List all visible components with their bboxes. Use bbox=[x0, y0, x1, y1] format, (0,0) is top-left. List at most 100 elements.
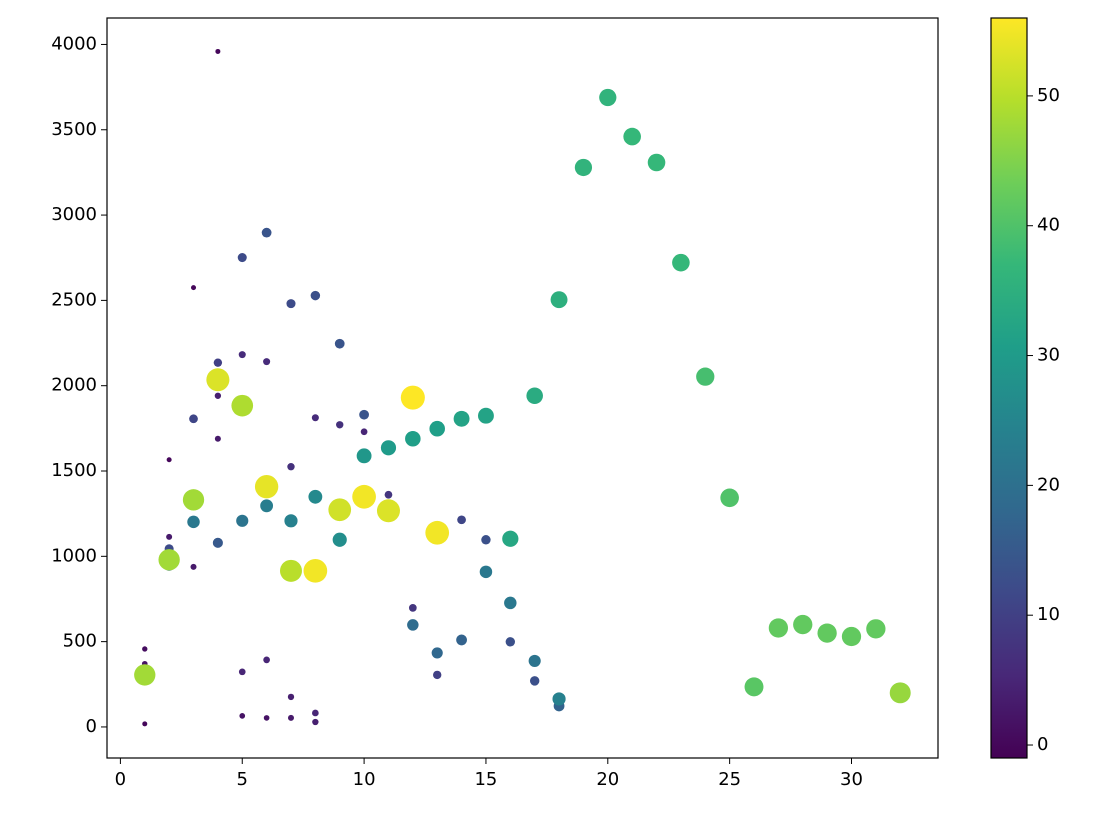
point bbox=[261, 227, 272, 238]
x-tick-label: 20 bbox=[596, 769, 619, 790]
point bbox=[552, 692, 566, 706]
y-tick-label: 500 bbox=[63, 631, 97, 652]
point bbox=[478, 407, 494, 424]
point bbox=[479, 565, 493, 579]
point bbox=[254, 475, 279, 499]
point bbox=[190, 563, 197, 570]
point bbox=[400, 385, 425, 410]
point bbox=[425, 520, 450, 545]
point bbox=[260, 499, 274, 513]
point bbox=[817, 623, 837, 643]
colorbar-tick-label: 10 bbox=[1037, 604, 1060, 625]
point bbox=[189, 414, 198, 424]
x-tick-label: 15 bbox=[474, 769, 497, 790]
point bbox=[408, 603, 417, 612]
point bbox=[332, 532, 347, 547]
point bbox=[231, 394, 254, 417]
point bbox=[456, 634, 467, 646]
x-tick-label: 10 bbox=[353, 769, 376, 790]
y-tick-label: 3000 bbox=[51, 204, 97, 225]
point bbox=[142, 646, 148, 652]
point bbox=[356, 448, 372, 464]
point bbox=[429, 420, 445, 437]
y-tick-label: 4000 bbox=[51, 33, 97, 54]
point bbox=[405, 430, 421, 447]
point bbox=[239, 713, 246, 719]
y-tick-label: 1500 bbox=[51, 460, 97, 481]
point bbox=[191, 285, 197, 291]
point bbox=[505, 637, 516, 647]
point bbox=[166, 457, 172, 463]
colorbar bbox=[990, 17, 1028, 759]
point bbox=[182, 489, 205, 511]
point bbox=[768, 618, 789, 638]
point bbox=[574, 158, 593, 177]
point bbox=[672, 253, 690, 272]
x-tick-label: 25 bbox=[718, 769, 741, 790]
point bbox=[187, 515, 200, 529]
point bbox=[310, 290, 321, 301]
point bbox=[453, 410, 470, 427]
point bbox=[623, 127, 641, 146]
point bbox=[431, 647, 443, 659]
point bbox=[360, 428, 368, 436]
point bbox=[889, 682, 911, 704]
point bbox=[647, 153, 666, 172]
point bbox=[238, 668, 246, 676]
point bbox=[312, 718, 319, 726]
point bbox=[336, 421, 344, 429]
point bbox=[720, 488, 739, 508]
point bbox=[212, 537, 223, 548]
point bbox=[550, 291, 568, 309]
point bbox=[134, 664, 156, 686]
point bbox=[303, 558, 328, 583]
point bbox=[214, 435, 221, 442]
plot-frame bbox=[106, 17, 939, 759]
point bbox=[457, 515, 466, 525]
point bbox=[263, 656, 270, 664]
y-tick-label: 0 bbox=[86, 716, 97, 737]
y-tick-label: 1000 bbox=[51, 545, 97, 566]
point bbox=[359, 409, 369, 420]
point bbox=[263, 358, 271, 366]
point bbox=[214, 392, 222, 399]
point bbox=[287, 714, 294, 721]
point bbox=[744, 677, 764, 697]
x-tick-label: 0 bbox=[115, 769, 126, 790]
point bbox=[529, 676, 540, 686]
point bbox=[481, 535, 491, 545]
point bbox=[286, 299, 296, 309]
point bbox=[793, 614, 813, 635]
point bbox=[841, 626, 862, 647]
point bbox=[384, 490, 393, 499]
point bbox=[380, 440, 397, 456]
x-tick-label: 30 bbox=[840, 769, 863, 790]
y-tick-label: 2000 bbox=[51, 375, 97, 396]
point bbox=[599, 88, 617, 107]
point bbox=[284, 514, 298, 528]
point bbox=[433, 670, 442, 680]
y-tick-label: 3500 bbox=[51, 119, 97, 140]
point bbox=[528, 654, 541, 667]
y-tick-label: 2500 bbox=[51, 289, 97, 310]
point bbox=[236, 514, 249, 527]
point bbox=[407, 619, 419, 631]
point bbox=[334, 338, 345, 349]
point bbox=[215, 48, 221, 54]
point bbox=[279, 559, 302, 582]
point bbox=[308, 489, 323, 504]
point bbox=[287, 463, 295, 471]
point bbox=[696, 367, 715, 386]
point bbox=[287, 693, 295, 701]
point bbox=[502, 530, 519, 547]
point bbox=[142, 721, 148, 727]
point bbox=[206, 368, 230, 392]
point bbox=[311, 414, 319, 422]
colorbar-tick-label: 40 bbox=[1037, 215, 1060, 236]
point bbox=[166, 533, 173, 540]
colorbar-tick-label: 30 bbox=[1037, 345, 1060, 366]
point bbox=[263, 715, 270, 721]
colorbar-tick-label: 0 bbox=[1037, 734, 1048, 755]
colorbar-tick-label: 20 bbox=[1037, 474, 1060, 495]
